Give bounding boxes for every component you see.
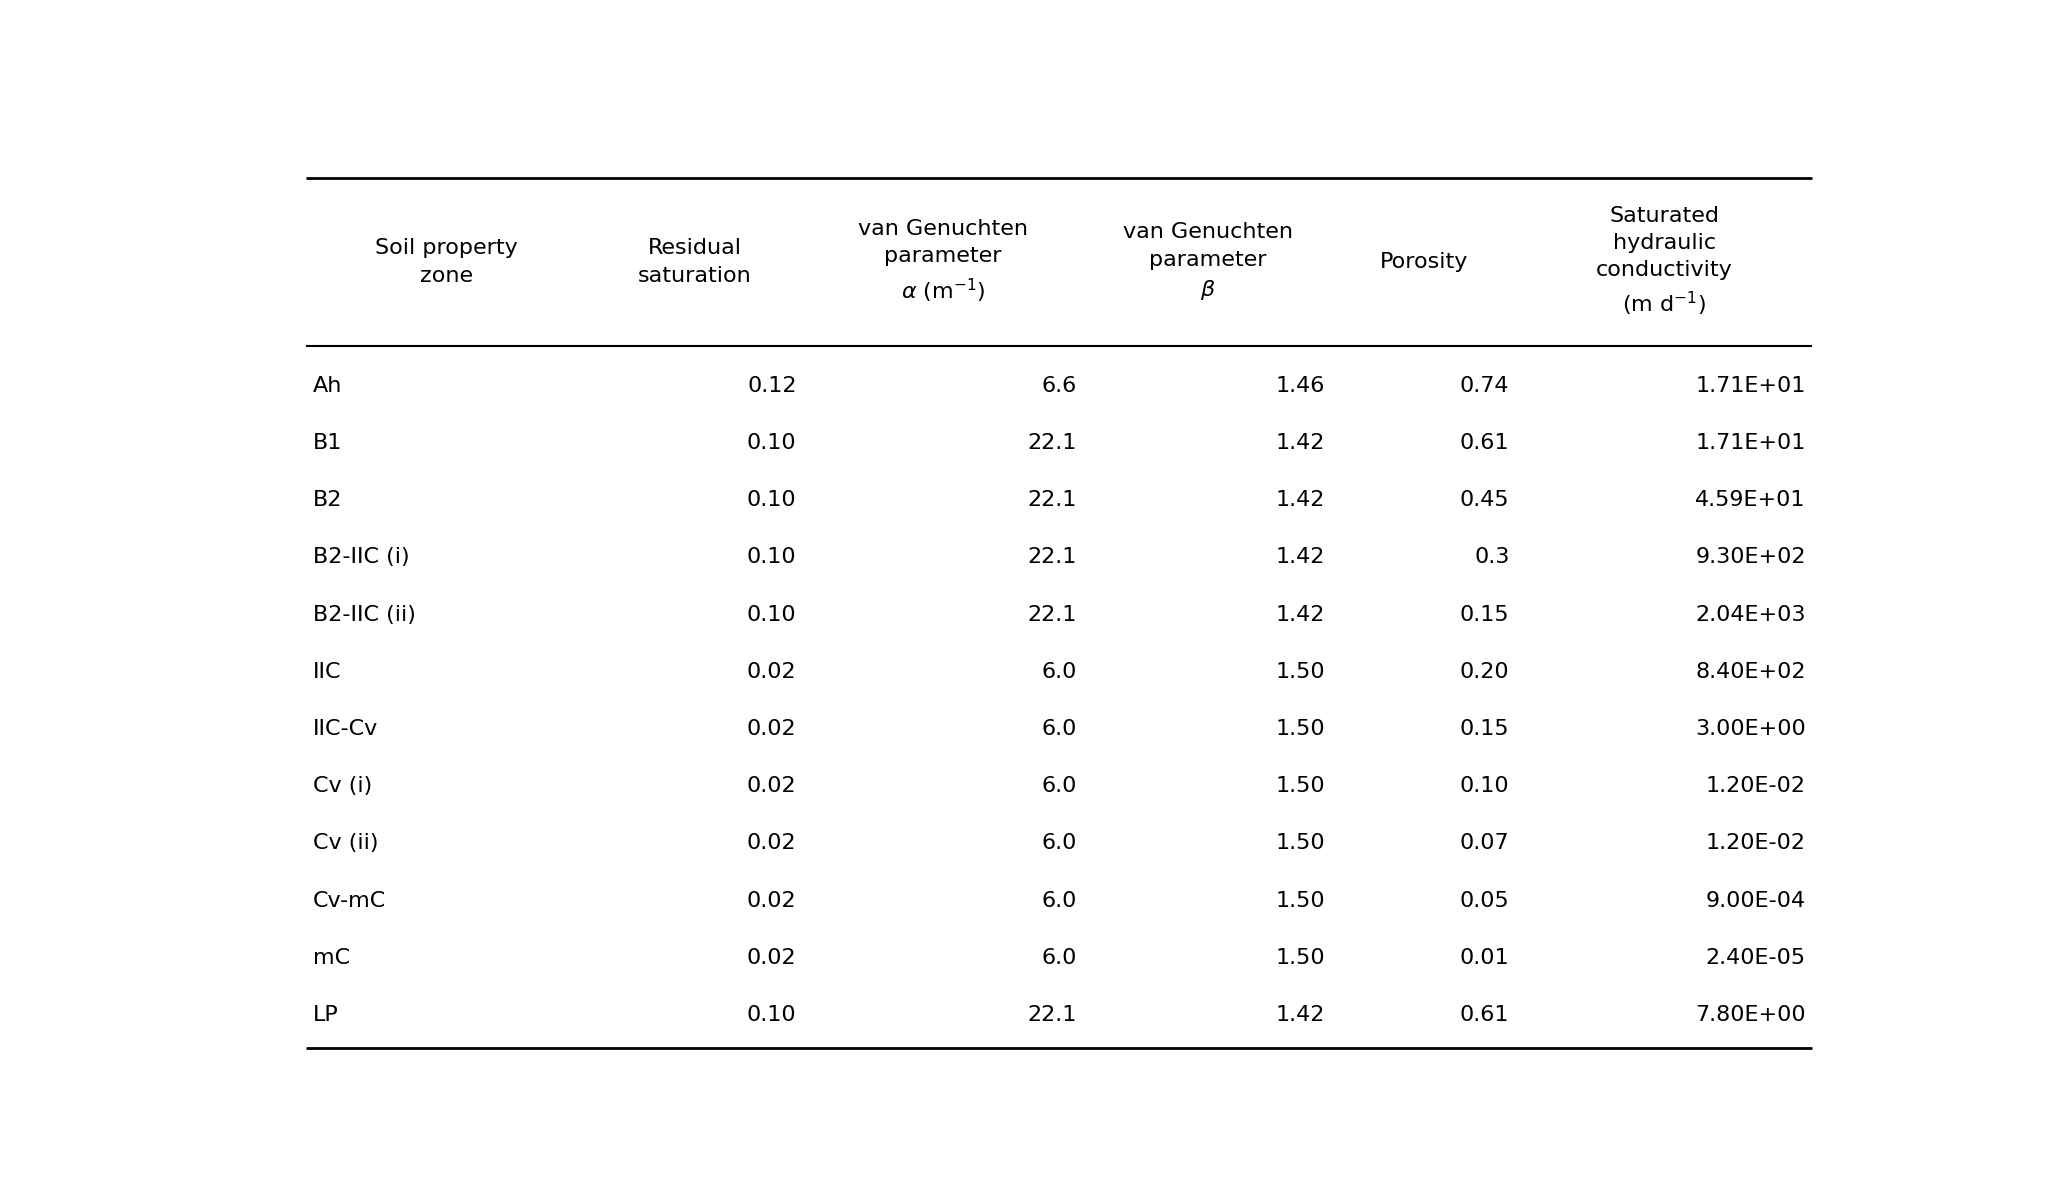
Text: 0.10: 0.10 — [746, 1005, 796, 1025]
Text: 3.00E+00: 3.00E+00 — [1695, 719, 1807, 739]
Text: 6.0: 6.0 — [1042, 948, 1077, 968]
Text: LP: LP — [312, 1005, 339, 1025]
Text: 1.50: 1.50 — [1275, 948, 1325, 968]
Text: 1.42: 1.42 — [1275, 490, 1325, 510]
Text: 0.10: 0.10 — [746, 548, 796, 568]
Text: 0.10: 0.10 — [746, 490, 796, 510]
Text: 22.1: 22.1 — [1027, 604, 1077, 624]
Text: 9.30E+02: 9.30E+02 — [1695, 548, 1807, 568]
Text: 0.05: 0.05 — [1459, 891, 1509, 911]
Text: van Genuchten
parameter
$\alpha$ (m$^{-1}$): van Genuchten parameter $\alpha$ (m$^{-1… — [858, 219, 1027, 304]
Text: 1.42: 1.42 — [1275, 548, 1325, 568]
Text: B2-IIC (i): B2-IIC (i) — [312, 548, 409, 568]
Text: 6.0: 6.0 — [1042, 776, 1077, 797]
Text: B2-IIC (ii): B2-IIC (ii) — [312, 604, 415, 624]
Text: 1.71E+01: 1.71E+01 — [1695, 433, 1807, 453]
Text: 1.20E-02: 1.20E-02 — [1705, 833, 1807, 853]
Text: 0.07: 0.07 — [1459, 833, 1509, 853]
Text: Soil property
zone: Soil property zone — [376, 238, 519, 286]
Text: 0.01: 0.01 — [1459, 948, 1509, 968]
Text: 1.50: 1.50 — [1275, 833, 1325, 853]
Text: Residual
saturation: Residual saturation — [639, 238, 752, 286]
Text: 0.02: 0.02 — [746, 662, 796, 682]
Text: 6.0: 6.0 — [1042, 662, 1077, 682]
Text: 0.02: 0.02 — [746, 891, 796, 911]
Text: B1: B1 — [312, 433, 343, 453]
Text: Ah: Ah — [312, 375, 343, 395]
Text: mC: mC — [312, 948, 349, 968]
Text: 4.59E+01: 4.59E+01 — [1695, 490, 1807, 510]
Text: 0.12: 0.12 — [746, 375, 796, 395]
Text: 6.0: 6.0 — [1042, 719, 1077, 739]
Text: 1.20E-02: 1.20E-02 — [1705, 776, 1807, 797]
Text: 22.1: 22.1 — [1027, 490, 1077, 510]
Text: 0.10: 0.10 — [746, 433, 796, 453]
Text: 1.42: 1.42 — [1275, 433, 1325, 453]
Text: Cv-mC: Cv-mC — [312, 891, 387, 911]
Text: 1.50: 1.50 — [1275, 776, 1325, 797]
Text: 2.04E+03: 2.04E+03 — [1695, 604, 1807, 624]
Text: 0.02: 0.02 — [746, 776, 796, 797]
Text: 9.00E-04: 9.00E-04 — [1705, 891, 1807, 911]
Text: IIC: IIC — [312, 662, 341, 682]
Text: IIC-Cv: IIC-Cv — [312, 719, 378, 739]
Text: 1.46: 1.46 — [1275, 375, 1325, 395]
Text: 0.02: 0.02 — [746, 719, 796, 739]
Text: 1.71E+01: 1.71E+01 — [1695, 375, 1807, 395]
Text: van Genuchten
parameter
$\beta$: van Genuchten parameter $\beta$ — [1122, 222, 1292, 302]
Text: Cv (i): Cv (i) — [312, 776, 372, 797]
Text: 2.40E-05: 2.40E-05 — [1705, 948, 1807, 968]
Text: Porosity: Porosity — [1379, 253, 1468, 271]
Text: 0.3: 0.3 — [1474, 548, 1509, 568]
Text: 8.40E+02: 8.40E+02 — [1695, 662, 1807, 682]
Text: 0.45: 0.45 — [1459, 490, 1509, 510]
Text: 0.15: 0.15 — [1459, 719, 1509, 739]
Text: 7.80E+00: 7.80E+00 — [1695, 1005, 1807, 1025]
Text: 22.1: 22.1 — [1027, 1005, 1077, 1025]
Text: 0.02: 0.02 — [746, 948, 796, 968]
Text: 0.20: 0.20 — [1459, 662, 1509, 682]
Text: 1.50: 1.50 — [1275, 662, 1325, 682]
Text: Cv (ii): Cv (ii) — [312, 833, 378, 853]
Text: 22.1: 22.1 — [1027, 548, 1077, 568]
Text: 0.10: 0.10 — [1459, 776, 1509, 797]
Text: 0.02: 0.02 — [746, 833, 796, 853]
Text: 0.61: 0.61 — [1459, 1005, 1509, 1025]
Text: 22.1: 22.1 — [1027, 433, 1077, 453]
Text: 6.0: 6.0 — [1042, 833, 1077, 853]
Text: 0.10: 0.10 — [746, 604, 796, 624]
Text: 0.74: 0.74 — [1459, 375, 1509, 395]
Text: 6.6: 6.6 — [1042, 375, 1077, 395]
Text: 6.0: 6.0 — [1042, 891, 1077, 911]
Text: 1.50: 1.50 — [1275, 719, 1325, 739]
Text: 1.42: 1.42 — [1275, 1005, 1325, 1025]
Text: Saturated
hydraulic
conductivity
(m d$^{-1}$): Saturated hydraulic conductivity (m d$^{… — [1596, 205, 1732, 319]
Text: 0.61: 0.61 — [1459, 433, 1509, 453]
Text: B2: B2 — [312, 490, 343, 510]
Text: 0.15: 0.15 — [1459, 604, 1509, 624]
Text: 1.42: 1.42 — [1275, 604, 1325, 624]
Text: 1.50: 1.50 — [1275, 891, 1325, 911]
